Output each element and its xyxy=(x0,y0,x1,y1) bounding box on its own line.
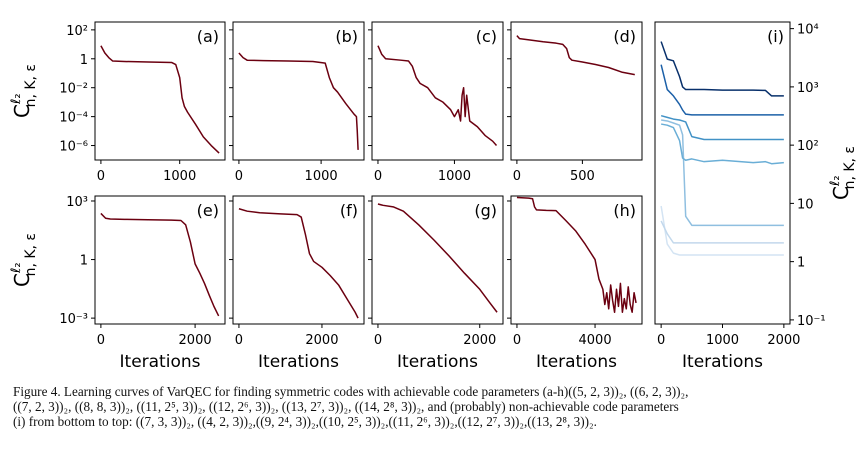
y-tick-label: 10 xyxy=(797,197,814,212)
y-tick-label: 1 xyxy=(797,256,805,271)
y-label-sub: n, K, ε xyxy=(23,64,39,107)
panel-label: (g) xyxy=(474,201,497,220)
x-axis-label: Iterations xyxy=(682,352,763,372)
x-tick-label: 2000 xyxy=(179,333,212,348)
panel-label: (a) xyxy=(197,27,219,46)
y-axis-label: Cℓ₂n, K, ε xyxy=(828,146,858,200)
x-tick-label: 0 xyxy=(657,333,665,348)
x-tick-label: 2000 xyxy=(463,333,496,348)
curve xyxy=(100,45,220,154)
curve xyxy=(661,119,784,227)
x-tick-label: 0 xyxy=(97,169,105,184)
x-tick-label: 500 xyxy=(570,169,595,184)
curve xyxy=(660,114,784,141)
y-tick-label: 10³ xyxy=(797,81,819,96)
x-tick-label: 0 xyxy=(374,169,382,184)
curve xyxy=(377,203,498,313)
y-tick-label: 10² xyxy=(66,24,88,39)
x-tick-label: 0 xyxy=(513,169,521,184)
panel-label: (e) xyxy=(197,201,219,220)
y-tick-label: 10⁻⁶ xyxy=(59,140,88,155)
x-tick-label: 1000 xyxy=(706,333,739,348)
x-tick-label: 1000 xyxy=(305,169,338,184)
panel-label: (h) xyxy=(613,201,636,220)
caption-line: Figure 4. Learning curves of VarQEC for … xyxy=(13,384,689,399)
x-tick-label: 4000 xyxy=(579,333,612,348)
frame xyxy=(510,21,643,161)
x-tick-label: 2000 xyxy=(767,333,800,348)
curve xyxy=(661,123,784,165)
y-label-sup: ℓ₂ xyxy=(9,93,24,105)
x-tick-label: 2000 xyxy=(305,333,338,348)
x-tick-label: 0 xyxy=(235,333,243,348)
x-axis-label: Iterations xyxy=(120,352,201,372)
panel-label: (i) xyxy=(767,27,784,46)
x-axis-label: Iterations xyxy=(536,352,617,372)
y-label-sup: ℓ₂ xyxy=(828,175,843,187)
caption: Figure 4. Learning curves of VarQEC for … xyxy=(13,384,688,429)
curve xyxy=(660,205,784,256)
caption-line: (i) from bottom to top: ((7, 3, 3))₂, ((… xyxy=(13,414,597,429)
curve xyxy=(100,212,220,317)
y-label-base: C xyxy=(829,186,853,200)
y-label-base: C xyxy=(10,273,34,287)
x-tick-label: 0 xyxy=(513,333,521,348)
y-label-sub: n, K, ε xyxy=(842,146,858,189)
y-axis-label: Cℓ₂n, K, ε xyxy=(9,233,39,287)
frame xyxy=(371,21,504,161)
curve xyxy=(516,196,637,313)
panel-label: (f) xyxy=(340,201,358,220)
panel-label: (d) xyxy=(613,27,636,46)
y-tick-label: 10² xyxy=(797,139,819,154)
y-label-base: C xyxy=(10,104,34,118)
y-tick-label: 10⁴ xyxy=(797,23,819,38)
curve xyxy=(377,45,498,147)
curve xyxy=(238,52,359,150)
x-tick-label: 0 xyxy=(235,169,243,184)
y-tick-label: 1 xyxy=(80,254,88,269)
x-axis-label: Iterations xyxy=(258,352,339,372)
curve xyxy=(660,220,784,244)
panel-label: (c) xyxy=(476,27,497,46)
x-tick-label: 1000 xyxy=(163,169,196,184)
y-axis-label: Cℓ₂n, K, ε xyxy=(9,64,39,118)
y-label-sub: n, K, ε xyxy=(23,233,39,276)
frame xyxy=(94,21,226,161)
y-tick-label: 1 xyxy=(80,53,88,68)
x-tick-label: 0 xyxy=(97,333,105,348)
curve xyxy=(660,41,784,97)
y-tick-label: 10⁻¹ xyxy=(797,314,826,329)
caption-line: ((7, 2, 3))₂, ((8, 8, 3))₂, ((11, 2⁵, 3)… xyxy=(13,399,679,414)
x-tick-label: 1000 xyxy=(438,169,471,184)
curve xyxy=(238,208,359,319)
y-tick-label: 10⁻³ xyxy=(59,312,88,327)
y-label-sup: ℓ₂ xyxy=(9,262,24,274)
x-tick-label: 0 xyxy=(374,333,382,348)
curve xyxy=(660,64,784,116)
y-tick-label: 10⁻⁴ xyxy=(59,111,88,126)
x-axis-label: Iterations xyxy=(397,352,478,372)
curve xyxy=(516,35,635,76)
y-tick-label: 10³ xyxy=(66,195,88,210)
panel-label: (b) xyxy=(335,27,358,46)
y-tick-label: 10⁻² xyxy=(59,82,88,97)
frame xyxy=(232,21,365,161)
